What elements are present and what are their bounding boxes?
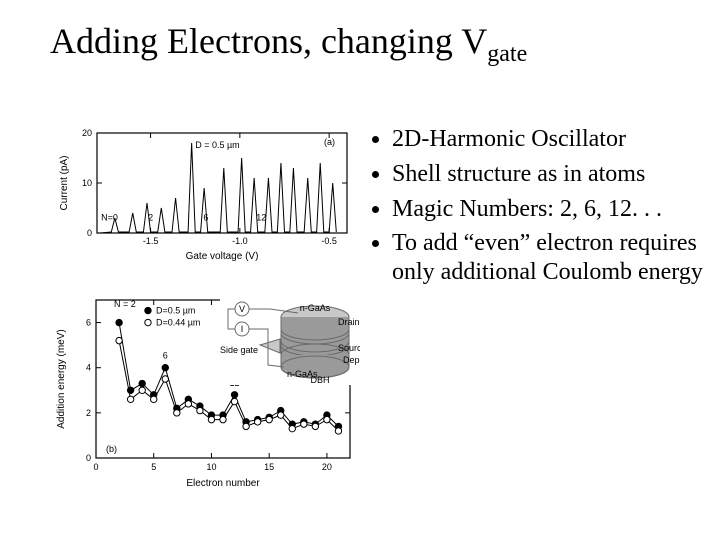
chart-a-current-vs-gate: -1.5 -1.0 -0.5 0 10 20 Gate voltage (V) Current… (55, 125, 355, 265)
svg-text:2: 2 (86, 408, 91, 418)
svg-text:Electron number: Electron number (186, 478, 260, 489)
svg-text:D=0.5 µm: D=0.5 µm (156, 306, 195, 316)
svg-text:V: V (239, 304, 245, 314)
svg-text:n-GaAs: n-GaAs (300, 303, 331, 313)
svg-text:6: 6 (163, 351, 168, 361)
svg-text:20: 20 (82, 128, 92, 138)
title-main: Adding Electrons, changing V (50, 21, 487, 61)
svg-text:D = 0.5 µm: D = 0.5 µm (195, 140, 239, 150)
svg-text:6: 6 (86, 318, 91, 328)
svg-text:(a): (a) (324, 137, 335, 147)
svg-text:DBH: DBH (310, 375, 329, 385)
svg-text:15: 15 (264, 462, 274, 472)
svg-text:2: 2 (148, 213, 153, 223)
svg-text:Source: Source (338, 343, 360, 353)
svg-text:0: 0 (93, 462, 98, 472)
bullet-item: 2D-Harmonic Oscillator (392, 125, 710, 154)
svg-text:10: 10 (206, 462, 216, 472)
svg-text:4: 4 (86, 363, 91, 373)
title-sub: gate (487, 41, 527, 67)
svg-text:(b): (b) (106, 444, 117, 454)
svg-text:Gate voltage (V): Gate voltage (V) (186, 251, 259, 262)
svg-text:I: I (241, 324, 244, 334)
bullet-item: Shell structure as in atoms (392, 160, 710, 189)
svg-text:D=0.44 µm: D=0.44 µm (156, 318, 200, 328)
svg-text:12: 12 (256, 213, 266, 223)
svg-text:0: 0 (87, 228, 92, 238)
svg-text:Addition energy (meV): Addition energy (meV) (56, 329, 67, 429)
device-schematic-inset: VISide gaten-GaAsn-GaAsDrainSourceDeplet… (220, 295, 360, 385)
svg-text:10: 10 (82, 178, 92, 188)
slide-root: Adding Electrons, changing Vgate 2D-Harm… (0, 0, 720, 540)
svg-text:Drain: Drain (338, 317, 360, 327)
slide-title: Adding Electrons, changing Vgate (50, 20, 527, 68)
svg-text:-1.5: -1.5 (143, 236, 159, 246)
svg-text:-0.5: -0.5 (321, 236, 337, 246)
bullet-item: To add “even” electron requires only add… (392, 229, 710, 287)
svg-text:Depletion: Depletion (343, 355, 360, 365)
bullet-item: Magic Numbers: 2, 6, 12. . . (392, 195, 710, 224)
svg-text:5: 5 (151, 462, 156, 472)
svg-text:Current (pA): Current (pA) (59, 155, 70, 210)
svg-text:-1.0: -1.0 (232, 236, 248, 246)
svg-text:N = 2: N = 2 (114, 299, 136, 309)
svg-text:6: 6 (203, 213, 208, 223)
svg-text:0: 0 (86, 453, 91, 463)
svg-text:N=0: N=0 (101, 213, 118, 223)
svg-text:20: 20 (322, 462, 332, 472)
svg-text:Side gate: Side gate (220, 345, 258, 355)
bullet-list: 2D-Harmonic Oscillator Shell structure a… (370, 125, 710, 293)
